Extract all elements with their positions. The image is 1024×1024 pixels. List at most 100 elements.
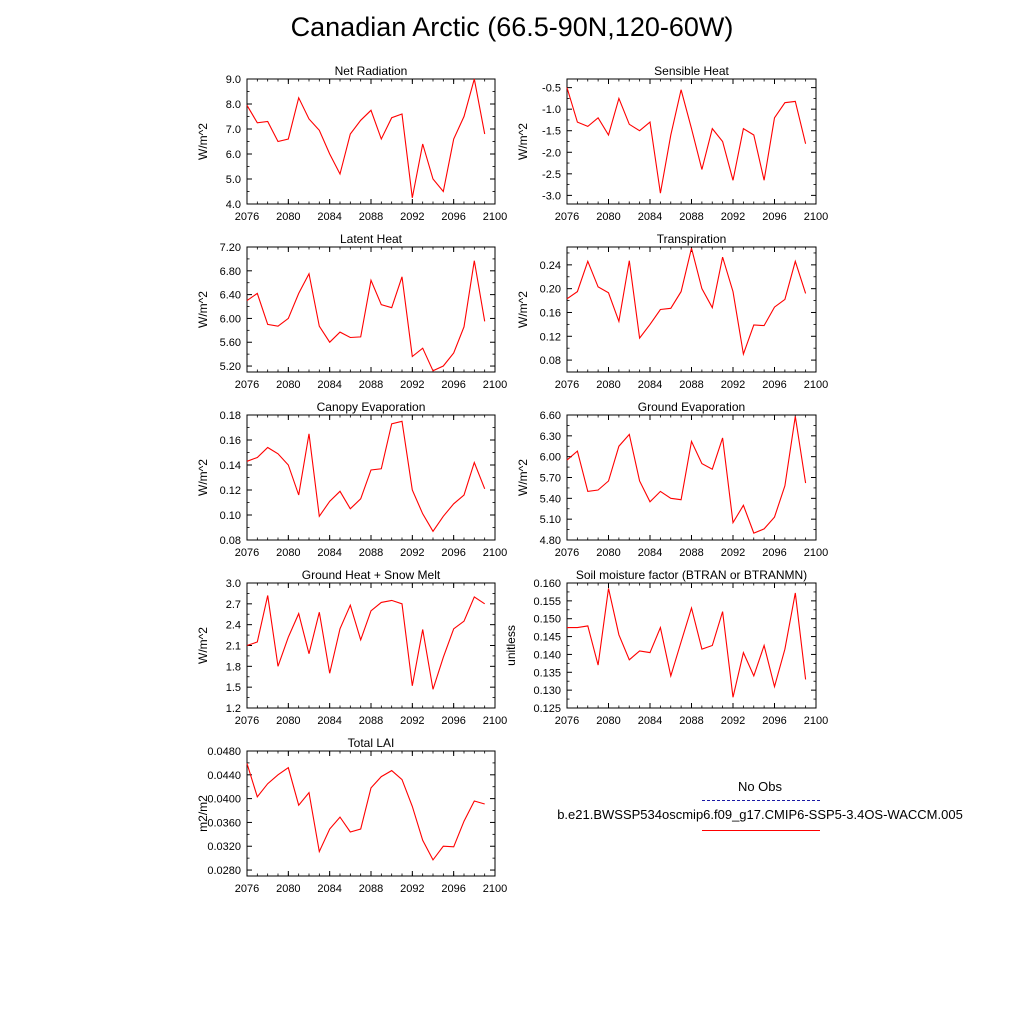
- x-tick-label: 2100: [804, 547, 828, 559]
- panel-4: 2076 2080 2084 2088 2092 2096 2100 0.08 0.12 0.16…: [516, 232, 828, 391]
- y-tick-label: -3.0: [542, 190, 561, 202]
- y-tick-label: 7.0: [226, 124, 241, 136]
- y-tick-label: 5.20: [220, 361, 241, 373]
- panel-8: 2076 2080 2084 2088 2092 2096 2100 0.125 0.130 0.…: [504, 568, 828, 727]
- x-tick-label: 2080: [276, 379, 300, 391]
- y-tick-label: 6.40: [220, 290, 241, 302]
- x-tick-label: 2076: [555, 547, 579, 559]
- x-tick-label: 2076: [235, 547, 259, 559]
- x-tick-label: 2092: [400, 547, 424, 559]
- plot-frame: [246, 78, 496, 205]
- x-tick-label: 2084: [317, 715, 341, 727]
- x-tick-label: 2092: [721, 379, 745, 391]
- y-tick-label: 0.160: [533, 578, 561, 590]
- x-tick-label: 2088: [359, 211, 383, 223]
- x-tick-label: 2092: [721, 211, 745, 223]
- x-tick-label: 2084: [638, 547, 662, 559]
- panel-5: 2076 2080 2084 2088 2092 2096 2100 0.08 0.10 0.12…: [196, 400, 507, 559]
- y-tick-label: 2.4: [226, 620, 241, 632]
- series-line: [566, 87, 807, 194]
- y-tick-label: 8.0: [226, 99, 241, 111]
- y-tick-label: -2.0: [542, 147, 561, 159]
- y-tick-label: 9.0: [226, 74, 241, 86]
- y-tick-label: 0.12: [220, 485, 241, 497]
- plot-frame: [566, 414, 817, 541]
- x-tick-label: 2088: [679, 547, 703, 559]
- y-tick-label: 5.0: [226, 174, 241, 186]
- y-tick-label: 6.00: [540, 452, 561, 464]
- y-axis-label: W/m^2: [516, 123, 530, 160]
- legend-model-label: b.e21.BWSSP534oscmip6.f09_g17.CMIP6-SSP5…: [557, 807, 963, 822]
- x-tick-label: 2088: [359, 379, 383, 391]
- panel-title: Sensible Heat: [654, 64, 729, 78]
- panel-title: Net Radiation: [335, 64, 408, 78]
- y-axis-label: unitless: [504, 625, 518, 666]
- x-tick-label: 2088: [359, 547, 383, 559]
- x-tick-label: 2092: [400, 379, 424, 391]
- panel-title: Transpiration: [657, 232, 727, 246]
- x-tick-label: 2088: [359, 715, 383, 727]
- y-tick-label: 7.20: [220, 242, 241, 254]
- x-tick-label: 2092: [400, 883, 424, 895]
- x-tick-label: 2100: [804, 715, 828, 727]
- x-tick-label: 2076: [555, 211, 579, 223]
- panel-title: Latent Heat: [340, 232, 403, 246]
- series-line: [567, 588, 807, 698]
- y-tick-label: 6.80: [220, 266, 241, 278]
- x-tick-label: 2088: [359, 883, 383, 895]
- y-tick-label: 0.18: [220, 410, 241, 422]
- x-tick-label: 2076: [555, 715, 579, 727]
- y-tick-label: 0.10: [220, 510, 241, 522]
- series-line: [246, 260, 486, 372]
- panel-title: Total LAI: [348, 736, 395, 750]
- plot-frame: [566, 582, 817, 709]
- x-tick-label: 2084: [638, 715, 662, 727]
- y-tick-label: 4.80: [540, 535, 561, 547]
- x-tick-label: 2100: [804, 211, 828, 223]
- y-tick-label: -2.5: [542, 169, 561, 181]
- y-tick-label: 0.24: [540, 260, 561, 272]
- y-tick-label: 6.00: [220, 313, 241, 325]
- panel-2: 2076 2080 2084 2088 2092 2096 2100 -3.0 -2.5 -2.0…: [516, 64, 828, 223]
- figure-title: Canadian Arctic (66.5-90N,120-60W): [290, 12, 734, 42]
- x-tick-label: 2100: [483, 715, 507, 727]
- x-tick-label: 2096: [762, 547, 786, 559]
- y-tick-label: 1.5: [226, 682, 241, 694]
- x-tick-label: 2080: [276, 547, 300, 559]
- y-tick-label: 5.10: [540, 514, 561, 526]
- series-line: [246, 595, 486, 690]
- panel-3: 2076 2080 2084 2088 2092 2096 2100 5.20 5.60 6.00…: [196, 232, 507, 391]
- x-tick-label: 2096: [441, 715, 465, 727]
- y-tick-label: -0.5: [542, 83, 561, 95]
- x-tick-label: 2100: [483, 211, 507, 223]
- series-line: [246, 78, 486, 198]
- x-tick-label: 2080: [276, 211, 300, 223]
- y-axis-label: W/m^2: [196, 123, 210, 160]
- y-tick-label: 0.0440: [207, 770, 241, 782]
- y-axis-label: m2/m2: [196, 795, 210, 832]
- x-tick-label: 2088: [679, 211, 703, 223]
- x-tick-label: 2076: [235, 379, 259, 391]
- x-tick-label: 2084: [638, 379, 662, 391]
- y-axis-label: W/m^2: [196, 291, 210, 328]
- y-tick-label: 0.16: [220, 435, 241, 447]
- panel-7: 2076 2080 2084 2088 2092 2096 2100 1.2 1.5 1.8 2.1…: [196, 568, 507, 727]
- y-tick-label: 5.40: [540, 493, 561, 505]
- x-tick-label: 2100: [804, 379, 828, 391]
- x-tick-label: 2080: [276, 883, 300, 895]
- x-tick-label: 2092: [400, 715, 424, 727]
- x-tick-label: 2088: [679, 379, 703, 391]
- x-tick-label: 2100: [483, 547, 507, 559]
- y-tick-label: 0.12: [540, 331, 561, 343]
- y-tick-label: 0.155: [533, 596, 561, 608]
- panel-title: Ground Evaporation: [638, 400, 745, 414]
- y-tick-label: -1.5: [542, 126, 561, 138]
- y-tick-label: 3.0: [226, 578, 241, 590]
- y-tick-label: 0.145: [533, 632, 561, 644]
- series-line: [246, 420, 486, 533]
- x-tick-label: 2096: [441, 379, 465, 391]
- x-tick-label: 2084: [317, 883, 341, 895]
- x-tick-label: 2092: [721, 715, 745, 727]
- x-tick-label: 2100: [483, 883, 507, 895]
- panel-title: Ground Heat + Snow Melt: [302, 568, 441, 582]
